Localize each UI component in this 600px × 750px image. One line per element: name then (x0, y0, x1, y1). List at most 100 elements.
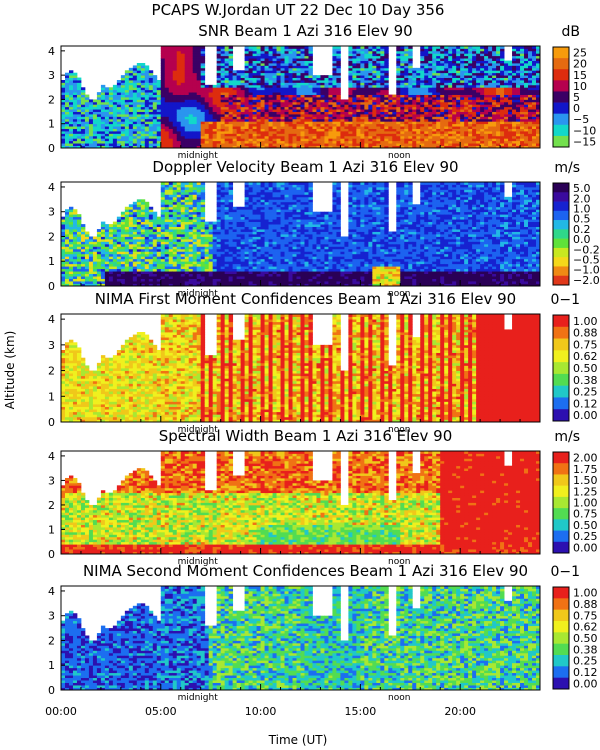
heatmap-cell (532, 67, 537, 71)
heatmap-cell (172, 109, 178, 112)
heatmap-cell (236, 116, 242, 120)
heatmap-cell (228, 111, 234, 115)
heatmap-cell (444, 114, 449, 117)
heatmap-cell (228, 63, 234, 66)
heatmap-cell (264, 63, 269, 66)
heatmap-cell (284, 94, 289, 98)
heatmap-cell (220, 77, 226, 81)
heatmap-cell (480, 126, 485, 129)
heatmap-cell (512, 77, 517, 81)
heatmap-cell (140, 131, 146, 134)
heatmap-cell (328, 104, 333, 108)
heatmap-cell (292, 126, 297, 129)
heatmap-cell (72, 211, 78, 215)
heatmap-cell (200, 82, 206, 86)
heatmap-cell (504, 109, 509, 112)
heatmap-cell (84, 273, 90, 277)
heatmap-cell (404, 48, 409, 52)
heatmap-cell (144, 116, 150, 120)
heatmap-cell (156, 128, 162, 132)
heatmap-cell (356, 65, 361, 69)
heatmap-cell (488, 123, 493, 127)
heatmap-cell (472, 114, 477, 117)
heatmap-cell (156, 145, 162, 149)
heatmap-cell (216, 87, 222, 91)
heatmap-cell (200, 50, 206, 54)
heatmap-cell (456, 145, 461, 149)
heatmap-cell (128, 145, 134, 149)
heatmap-cell (536, 63, 541, 66)
heatmap-cell (472, 72, 477, 76)
heatmap-cell (268, 72, 273, 76)
heatmap-cell (272, 126, 277, 129)
heatmap-cell (388, 99, 393, 103)
heatmap-cell (308, 111, 313, 115)
heatmap-cell (72, 256, 78, 260)
heatmap-cell (84, 263, 90, 267)
heatmap-cell (68, 87, 74, 91)
heatmap-cell (380, 143, 385, 146)
heatmap-cell (116, 126, 122, 129)
heatmap-cell (132, 106, 138, 110)
heatmap-cell (204, 116, 210, 120)
heatmap-cell (64, 243, 70, 247)
heatmap-cell (316, 101, 321, 105)
heatmap-cell (76, 281, 82, 284)
heatmap-cell (412, 114, 417, 117)
heatmap-cell (284, 135, 289, 139)
heatmap-cell (348, 58, 353, 61)
heatmap-cell (172, 99, 178, 103)
heatmap-cell (288, 145, 293, 149)
heatmap-cell (68, 84, 74, 88)
heatmap-cell (136, 126, 142, 129)
heatmap-cell (488, 67, 493, 71)
heatmap-cell (136, 128, 142, 132)
heatmap-cell (224, 89, 230, 93)
heatmap-cell (476, 55, 481, 59)
heatmap-cell (120, 75, 126, 78)
heatmap-cell (448, 75, 453, 78)
heatmap-cell (380, 75, 385, 78)
heatmap-cell (508, 140, 513, 144)
heatmap-cell (96, 246, 102, 250)
heatmap-cell (500, 140, 505, 144)
heatmap-cell (292, 48, 297, 52)
heatmap-cell (424, 46, 429, 49)
heatmap-cell (92, 241, 98, 245)
heatmap-cell (61, 126, 66, 129)
heatmap-cell (100, 221, 106, 225)
heatmap-cell (172, 84, 178, 88)
heatmap-cell (520, 46, 525, 49)
heatmap-cell (320, 145, 325, 149)
heatmap-cell (172, 55, 178, 59)
heatmap-cell (76, 283, 82, 287)
heatmap-cell (68, 231, 74, 235)
heatmap-cell (504, 70, 509, 74)
heatmap-cell (464, 121, 469, 125)
heatmap-cell (496, 84, 501, 88)
heatmap-cell (524, 67, 529, 71)
heatmap-cell (516, 94, 521, 98)
heatmap-cell (308, 131, 313, 134)
heatmap-cell (188, 55, 194, 59)
heatmap-cell (504, 140, 509, 144)
heatmap-cell (68, 109, 74, 112)
heatmap-cell (400, 80, 405, 83)
heatmap-cell (416, 143, 421, 146)
heatmap-cell (264, 50, 269, 54)
heatmap-cell (204, 99, 210, 103)
heatmap-cell (200, 48, 206, 52)
heatmap-cell (436, 72, 441, 76)
heatmap-cell (112, 104, 118, 108)
heatmap-cell (348, 128, 353, 132)
heatmap-cell (264, 131, 269, 134)
heatmap-cell (196, 133, 202, 137)
heatmap-cell (260, 109, 265, 112)
heatmap-cell (272, 94, 277, 98)
heatmap-cell (280, 121, 285, 125)
heatmap-cell (480, 106, 485, 110)
heatmap-cell (120, 271, 126, 275)
heatmap-cell (488, 65, 493, 69)
heatmap-cell (520, 84, 525, 88)
heatmap-cell (212, 140, 218, 144)
